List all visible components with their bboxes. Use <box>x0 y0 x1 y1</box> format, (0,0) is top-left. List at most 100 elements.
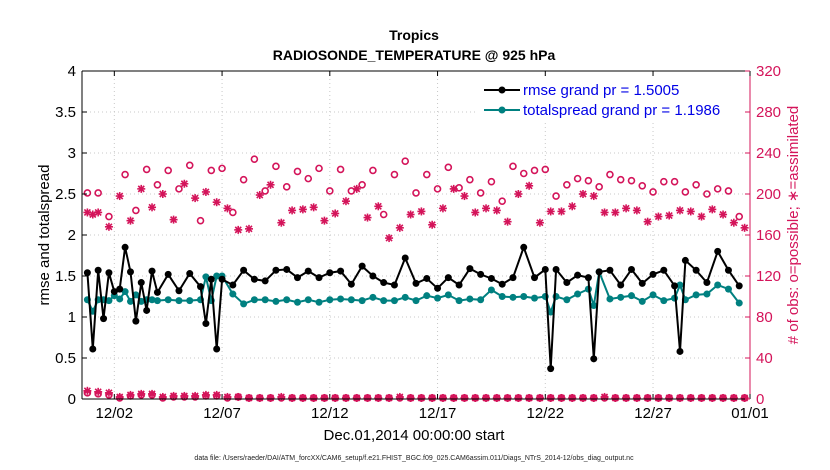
obs-possible-marker <box>563 180 571 189</box>
obs-assimilated-marker <box>320 216 329 225</box>
spread-point <box>627 292 635 300</box>
obs-assimilated-marker <box>309 203 318 212</box>
rmse-point <box>83 269 91 277</box>
obs-assimilated-marker <box>589 192 598 201</box>
legend: rmse grand pr = 1.5005 totalspread grand… <box>476 78 744 120</box>
obs-possible-marker <box>498 197 506 205</box>
rmse-point <box>574 271 582 279</box>
obs-assimilated-marker <box>729 393 738 402</box>
obs-assimilated-marker <box>277 218 286 227</box>
spread-point <box>283 296 291 304</box>
rmse-point <box>164 270 172 278</box>
obs-assimilated-marker <box>438 204 447 213</box>
obs-possible-marker <box>616 175 625 184</box>
obs-assimilated-marker <box>611 208 620 217</box>
obs-assimilated-marker <box>395 223 404 232</box>
rmse-point <box>606 266 614 274</box>
obs-possible-marker <box>196 216 205 225</box>
rmse-point <box>584 274 592 282</box>
obs-possible-marker <box>530 166 539 175</box>
obs-assimilated-marker <box>449 393 458 402</box>
y-tick-label: 3.5 <box>55 104 76 121</box>
x-axis-label: Dec.01,2014 00:00:00 start <box>324 427 506 444</box>
spread-point <box>240 300 248 308</box>
obs-assimilated-marker <box>94 387 103 396</box>
obs-possible-marker <box>412 189 420 197</box>
rmse-point <box>293 274 301 282</box>
rmse-point <box>121 243 129 251</box>
obs-assimilated-marker <box>126 216 135 225</box>
obs-possible-marker <box>121 170 129 179</box>
obs-possible-marker <box>369 166 377 175</box>
obs-possible-marker <box>336 165 345 174</box>
obs-possible-marker <box>660 177 668 186</box>
obs-assimilated-marker <box>395 392 404 401</box>
rmse-point <box>110 288 118 296</box>
rmse-point <box>638 279 646 287</box>
rmse-point <box>304 267 312 275</box>
spread-point <box>272 297 280 305</box>
obs-possible-marker <box>724 187 733 195</box>
obs-assimilated-marker <box>255 393 264 402</box>
obs-assimilated-marker <box>385 393 394 402</box>
obs-assimilated-marker <box>212 390 221 399</box>
obs-assimilated-marker <box>137 184 146 193</box>
obs-possible-marker <box>649 188 657 196</box>
obs-assimilated-marker <box>104 388 113 397</box>
rmse-point <box>703 279 711 287</box>
rmse-point <box>89 345 97 353</box>
spread-point <box>563 296 571 304</box>
rmse-point <box>358 262 366 270</box>
spread-point <box>520 293 528 300</box>
rmse-point <box>272 266 280 274</box>
rmse-point <box>520 243 528 251</box>
obs-possible-marker <box>466 175 474 184</box>
obs-assimilated-marker <box>449 184 458 193</box>
obs-possible-marker <box>541 165 550 174</box>
spread-point <box>126 297 134 305</box>
y-tick-label-right: 0 <box>756 391 764 408</box>
obs-assimilated-marker <box>546 207 555 216</box>
obs-possible-marker <box>681 188 690 196</box>
y-tick-label: 1 <box>68 309 76 326</box>
obs-possible-marker <box>692 180 700 189</box>
x-tick-label: 12/27 <box>634 405 672 422</box>
spread-point <box>358 297 366 305</box>
obs-assimilated-marker <box>568 393 577 402</box>
rmse-point <box>735 282 743 290</box>
y-axis-label-right: # of obs: o=possible; ∗=assimilated <box>785 106 802 345</box>
obs-assimilated-marker <box>341 393 350 402</box>
obs-assimilated-marker <box>180 179 189 188</box>
obs-possible-marker <box>487 177 496 186</box>
spread-point <box>213 272 221 280</box>
obs-possible-marker <box>164 166 172 175</box>
spread-point <box>617 293 625 301</box>
rmse-point <box>466 265 474 273</box>
obs-possible-marker <box>670 177 679 186</box>
obs-assimilated-marker <box>557 207 566 216</box>
obs-possible-marker <box>153 180 162 189</box>
obs-assimilated-marker <box>482 393 491 402</box>
obs-assimilated-marker <box>191 194 200 203</box>
y-tick-label-right: 200 <box>756 186 781 203</box>
obs-possible-marker <box>476 189 485 197</box>
obs-possible-marker <box>261 187 269 195</box>
rmse-point <box>175 287 183 295</box>
obs-assimilated-marker <box>460 192 469 201</box>
y-tick-label-right: 280 <box>756 104 781 121</box>
obs-assimilated-marker <box>589 393 598 402</box>
y-tick-label: 3 <box>68 145 76 162</box>
obs-assimilated-marker <box>686 207 695 216</box>
rmse-point <box>676 347 684 355</box>
obs-assimilated-marker <box>428 393 437 402</box>
rmse-point <box>261 277 269 285</box>
spread-point <box>638 297 646 305</box>
rmse-point <box>671 282 679 290</box>
obs-possible-marker <box>713 185 722 193</box>
rmse-point <box>434 284 442 292</box>
spread-point <box>369 293 377 301</box>
spread-point <box>676 281 684 289</box>
spread-point <box>724 285 732 293</box>
rmse-point <box>148 267 156 275</box>
spread-point <box>304 296 312 304</box>
